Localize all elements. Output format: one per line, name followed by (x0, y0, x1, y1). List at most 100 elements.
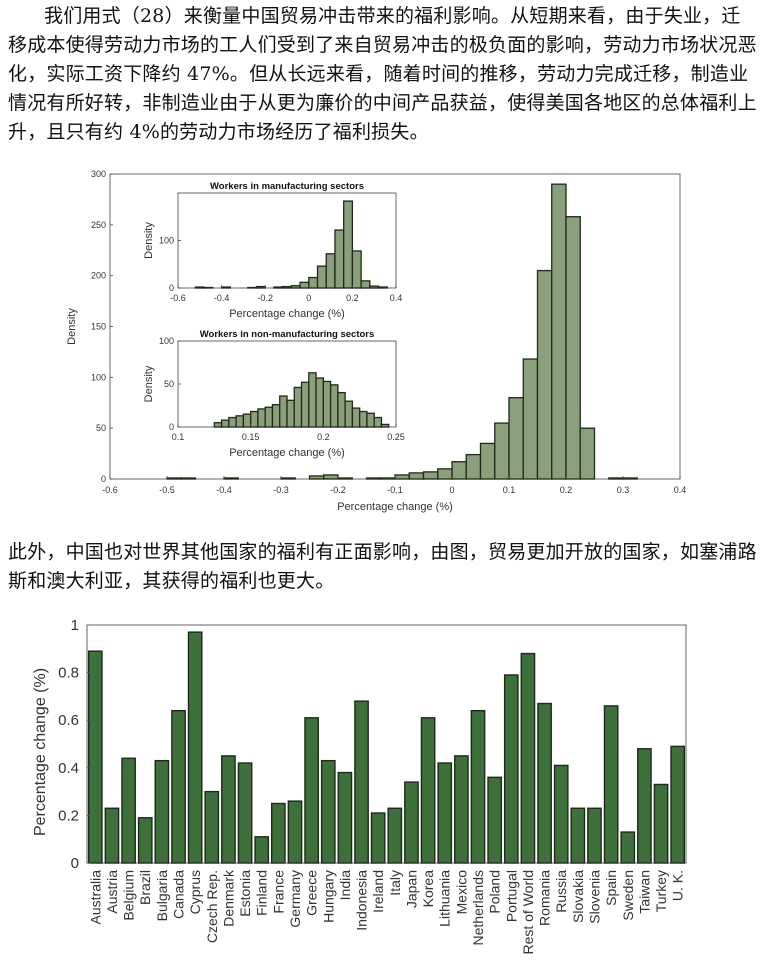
histogram-bin-24 (622, 477, 638, 480)
x-tick-label: -0.5 (159, 485, 175, 495)
x-tick-label: -0.2 (257, 293, 273, 303)
histogram-bin-5 (323, 474, 339, 480)
y-tick-label: 100 (91, 372, 106, 382)
histogram-bin-15 (479, 442, 496, 480)
category-label: Romania (537, 870, 553, 926)
bar-denmark (221, 755, 236, 864)
category-label: Rest of World (520, 870, 536, 955)
histogram-bin-5 (273, 286, 284, 289)
bar-portugal (503, 674, 519, 864)
bar-belgium (121, 757, 136, 864)
bar-slovakia (570, 807, 586, 864)
x-axis-label: Percentage change (%) (337, 501, 453, 513)
y-tick-label: 0 (71, 855, 79, 872)
y-axis-label: Density (66, 308, 78, 345)
y-tick-label: 200 (91, 271, 106, 281)
histogram-bin-4 (255, 285, 266, 289)
histogram-welfare-change: -0.6 -0.5 -0.4 -0.3 -0.2 -0.1 0 0.1 0.2 0.3 0.4050… (66, 169, 687, 513)
bar-canada (171, 709, 186, 864)
paragraph-welfare-impact: 我们用式（28）来衡量中国贸易冲击带来的福利影响。从短期来看，由于失业，迁移成本… (8, 5, 757, 143)
x-axis-label: Percentage change (%) (229, 308, 345, 320)
x-tick-label: -0.4 (216, 485, 232, 495)
bar-sweden (620, 831, 636, 864)
histogram-bin-8 (299, 281, 310, 289)
category-label: Slovakia (570, 870, 586, 923)
bar-spain (603, 705, 619, 864)
histogram-bin-12 (300, 381, 310, 428)
x-tick-label: 0.4 (674, 485, 687, 495)
category-label: Mexico (453, 870, 469, 915)
inset-title: Workers in manufacturing sectors (210, 181, 364, 192)
histogram-bin-22 (579, 427, 596, 480)
category-label: Ireland (370, 870, 386, 913)
bar-france (270, 802, 286, 864)
category-label: Czech Rep. (204, 870, 220, 943)
x-tick-label: -0.6 (102, 485, 118, 495)
category-label: Turkey (653, 870, 669, 912)
histogram-bin-5 (250, 410, 259, 428)
category-label: Cyprus (187, 870, 203, 914)
inset-title: Workers in non-manufacturing sectors (200, 329, 375, 340)
category-label: India (337, 870, 353, 901)
histogram-bin-21 (366, 412, 375, 428)
histogram-bin-12 (334, 229, 345, 289)
country-welfare-bar-chart: Australia Austria Belgium Brazil Bulgaria Can… (32, 617, 687, 955)
x-tick-label: -0.2 (330, 485, 346, 495)
histogram-bin-9 (394, 474, 410, 480)
histogram-bin-20 (359, 410, 368, 428)
histogram-bin-13 (308, 372, 317, 428)
y-tick-label: 50 (96, 423, 106, 433)
x-tick-label: -0.6 (170, 293, 186, 303)
histogram-bin-1 (220, 419, 230, 428)
category-label: Japan (403, 870, 419, 908)
x-tick-label: 0.25 (387, 432, 405, 442)
category-label: Bulgaria (154, 870, 170, 922)
bar-indonesia (354, 700, 369, 864)
histogram-bin-8 (380, 477, 396, 480)
histogram-bin-6 (281, 285, 293, 289)
x-tick-label: 0.2 (560, 485, 573, 495)
bar-bulgaria (154, 759, 170, 864)
histogram-bin-4 (308, 475, 325, 480)
histogram-bin-10 (408, 472, 425, 480)
histogram-bin-19 (351, 407, 361, 428)
x-tick-label: -0.3 (273, 485, 289, 495)
x-tick-label: 0.3 (617, 485, 630, 495)
category-label: Greece (304, 870, 320, 916)
bar-u-k- (670, 745, 686, 864)
country-bars: Australia Austria Belgium Brazil Bulgaria Can… (32, 617, 687, 955)
histogram-bin-9 (308, 276, 319, 289)
histogram-bin-15 (360, 280, 371, 289)
inset-manufacturing: -0.6 -0.4 -0.2 0 0.2 0.4 0 100 Percentage change… (143, 181, 402, 320)
histogram-bin-2 (223, 477, 239, 480)
histogram-bin-19 (536, 269, 553, 480)
histogram-bin-17 (377, 286, 388, 289)
bar-ireland (370, 812, 386, 864)
histogram-bin-9 (279, 395, 288, 428)
bar-estonia (237, 762, 253, 864)
bar-cyprus (187, 631, 203, 864)
category-label: Germany (287, 870, 303, 928)
category-label: U. K. (670, 870, 686, 901)
bar-germany (287, 800, 303, 864)
y-tick-label: 0 (169, 283, 174, 293)
histogram-bin-6 (337, 477, 353, 480)
histogram-bin-16 (369, 285, 380, 289)
x-tick-label: 0.15 (242, 432, 260, 442)
histogram-bin-20 (551, 183, 567, 480)
histogram-bin-11 (422, 471, 439, 480)
bar-india (337, 771, 353, 864)
histogram-bin-18 (522, 358, 539, 480)
histogram-bin-17 (337, 391, 346, 428)
y-tick-label: 300 (91, 169, 106, 179)
histogram-bin-7 (290, 284, 301, 289)
category-label: Brazil (137, 870, 153, 905)
bar-taiwan (637, 748, 652, 864)
bar-brazil (137, 817, 153, 864)
histogram-bin-15 (322, 380, 332, 428)
category-label: Spain (603, 870, 619, 906)
histogram-bin-1 (180, 477, 197, 480)
histogram-bin-16 (494, 422, 510, 480)
category-label: Sweden (620, 870, 636, 921)
bar-japan (404, 781, 419, 864)
